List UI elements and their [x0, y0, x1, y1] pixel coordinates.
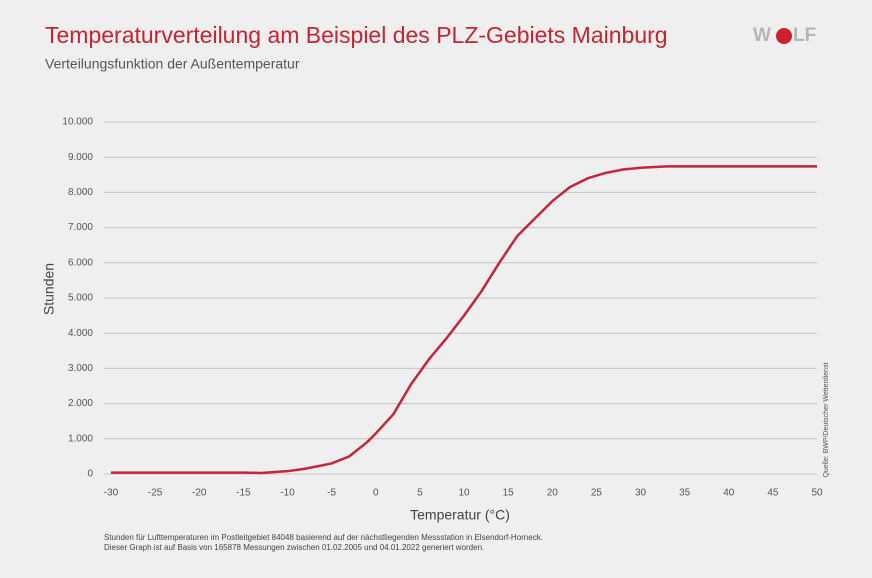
x-tick-label: 35: [679, 488, 691, 499]
x-tick-label: 50: [811, 488, 823, 499]
y-tick-label: 3.000: [68, 363, 93, 374]
x-tick-label: 25: [591, 488, 603, 499]
x-tick-label: 15: [503, 488, 515, 499]
logo: W: [753, 25, 771, 46]
y-tick-label: 1.000: [68, 433, 93, 444]
source: Quelle: BWP/Deutscher Wetterdienst: [823, 362, 830, 477]
x-tick-label: 40: [723, 488, 735, 499]
x-tick-label: 20: [547, 488, 559, 499]
footnote: Stunden für Lufttemperaturen im Postleit…: [104, 533, 543, 542]
x-tick-label: 45: [767, 488, 779, 499]
data-line: [111, 165, 817, 475]
x-tick-label: -10: [280, 488, 295, 499]
x-tick-label: 0: [373, 488, 379, 499]
x-tick-label: -25: [148, 488, 163, 499]
x-tick-label: -5: [327, 488, 336, 499]
x-tick-label: -30: [104, 488, 119, 499]
y-tick-label: 7.000: [68, 222, 93, 233]
x-tick-label: 5: [417, 488, 423, 499]
y-tick-label: 8.000: [68, 187, 93, 198]
x-tick-label: -20: [192, 488, 207, 499]
x-tick-label: 10: [458, 488, 470, 499]
x-axis-label: Temperatur (°C): [410, 507, 510, 523]
y-tick-label: 9.000: [68, 152, 93, 163]
y-tick-label: 10.000: [62, 117, 93, 128]
x-tick-label: -15: [236, 488, 251, 499]
logo: LF: [793, 25, 816, 46]
logo-dot: [776, 28, 792, 44]
y-tick-label: 5.000: [68, 293, 93, 304]
x-tick-label: 30: [635, 488, 647, 499]
y-tick-label: 6.000: [68, 257, 93, 268]
chart-subtitle: Verteilungsfunktion der Außentemperatur: [45, 56, 300, 72]
chart-title: Temperaturverteilung am Beispiel des PLZ…: [45, 22, 668, 48]
y-tick-label: 4.000: [68, 328, 93, 339]
footnote: Dieser Graph ist auf Basis von 165878 Me…: [104, 543, 484, 552]
y-tick-label: 0: [87, 469, 93, 480]
y-axis-label: Stunden: [41, 263, 57, 315]
y-tick-label: 2.000: [68, 398, 93, 409]
